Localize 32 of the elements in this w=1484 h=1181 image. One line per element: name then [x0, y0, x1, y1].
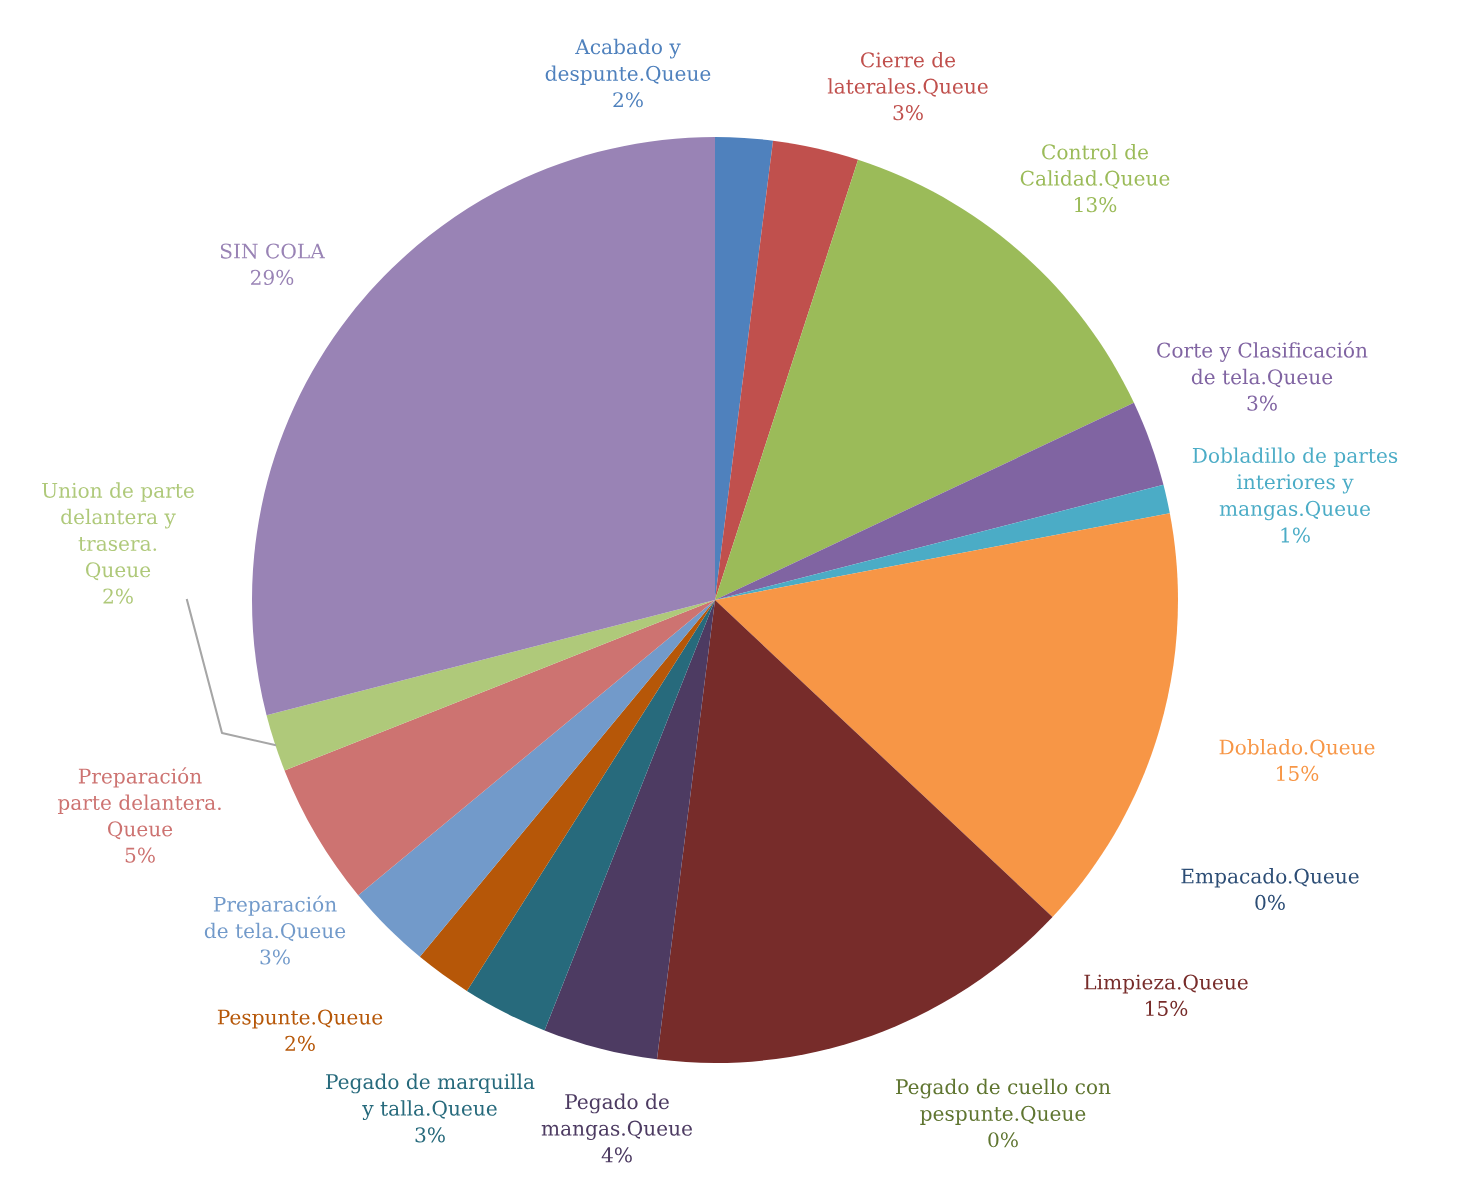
- slice-label: Pegado de mangas.Queue: [541, 1093, 692, 1141]
- data-label: 1%: [1281, 527, 1310, 543]
- data-label: 29%: [250, 269, 294, 286]
- slice-label: Pespunte.Queue: [217, 1009, 383, 1029]
- data-label: 13%: [1075, 196, 1117, 213]
- data-label: 5%: [125, 847, 155, 863]
- slice-label: Preparación de tela.Queue: [204, 895, 346, 942]
- slice-label: Pegado de marquilla y talla.Queue: [326, 1073, 535, 1121]
- data-label: 3%: [415, 1127, 445, 1143]
- text: 0%: [988, 1132, 1018, 1148]
- slice-label: Control de Calidad.Queue: [1020, 143, 1170, 189]
- category-label: Empacado.Queue: [1181, 868, 1359, 888]
- slice-label: Doblado.Queue: [1219, 739, 1375, 758]
- slice-label: SIN COLA: [220, 243, 325, 259]
- category-label: Pegado de cuello con pespunte.Queue: [896, 1078, 1111, 1125]
- data-label: 3%: [260, 949, 290, 965]
- slice-label: Acabado y despunte.Queue: [545, 38, 711, 85]
- slice-label: Dobladillo de partes interiores y mangas.Queue: [1192, 447, 1398, 521]
- slice-label: Union de parte delantera y trasera. Queue: [42, 482, 194, 581]
- text: 0%: [1255, 894, 1285, 911]
- data-label: 4%: [601, 1147, 632, 1163]
- data-label: 15%: [1277, 765, 1319, 782]
- data-label: 15%: [1146, 1000, 1188, 1017]
- data-label: 3%: [1247, 395, 1277, 411]
- slice-label: Preparación parte delantera. Queue: [57, 767, 221, 840]
- data-label: 2%: [285, 1035, 315, 1052]
- slice-label: Corte y Clasificación de tela.Queue: [1157, 341, 1368, 388]
- slice-label: Limpieza.Queue: [1084, 974, 1248, 994]
- data-label: 2%: [613, 92, 643, 108]
- data-label: 3%: [893, 104, 923, 121]
- data-label: 2%: [103, 588, 133, 604]
- slice-label: Cierre de laterales.Queue: [827, 51, 988, 97]
